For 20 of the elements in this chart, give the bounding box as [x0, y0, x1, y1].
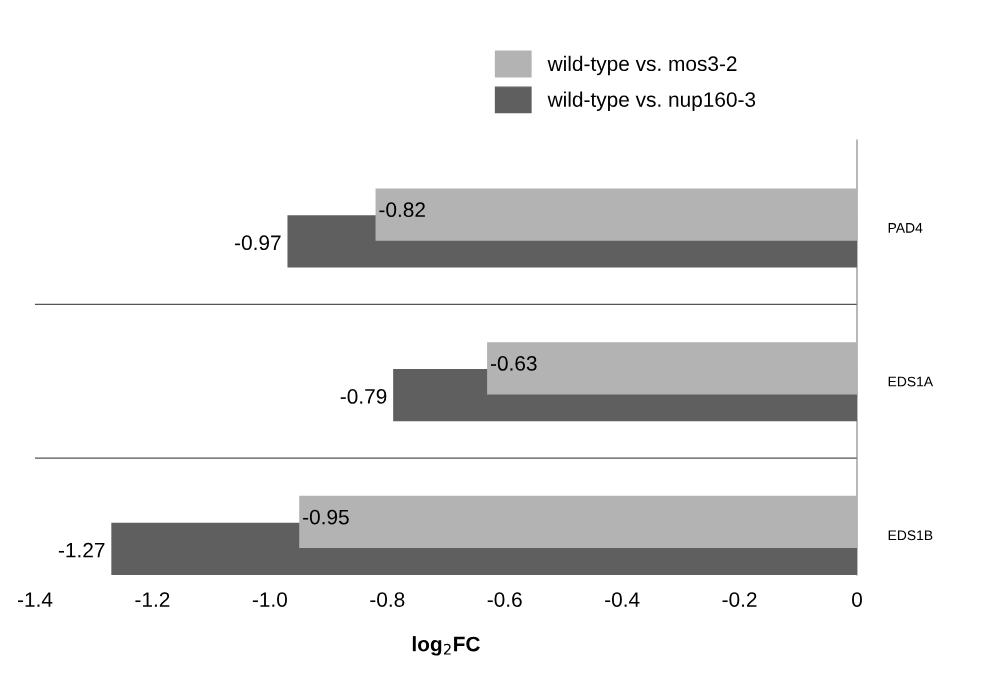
- y-tick-label: PAD4: [888, 223, 923, 233]
- y-tick-label: EDS1A: [888, 376, 934, 387]
- x-tick-label: -0.4: [605, 592, 640, 607]
- x-tick-label: -1.0: [252, 592, 287, 607]
- data-label: -0.95: [303, 509, 349, 525]
- data-label: -0.79: [340, 389, 387, 404]
- data-label: -0.82: [379, 202, 425, 218]
- data-label: -0.97: [235, 235, 281, 251]
- x-axis-title: log$_{2}$FC: [412, 636, 480, 656]
- x-tick-label: -0.2: [722, 592, 757, 607]
- x-tick-label: -1.2: [135, 592, 170, 607]
- data-label: -0.63: [490, 356, 537, 371]
- x-tick-label: -0.8: [370, 592, 405, 607]
- legend-label: wild-type vs. nup160-3: [547, 91, 756, 112]
- legend-label: wild-type vs. mos3-2: [547, 55, 737, 76]
- y-tick-label: EDS1B: [888, 530, 933, 541]
- x-tick-label: -1.4: [17, 592, 53, 607]
- data-label: -1.27: [58, 542, 105, 558]
- x-tick-label: 0: [852, 592, 862, 607]
- x-tick-label: -0.6: [487, 592, 522, 607]
